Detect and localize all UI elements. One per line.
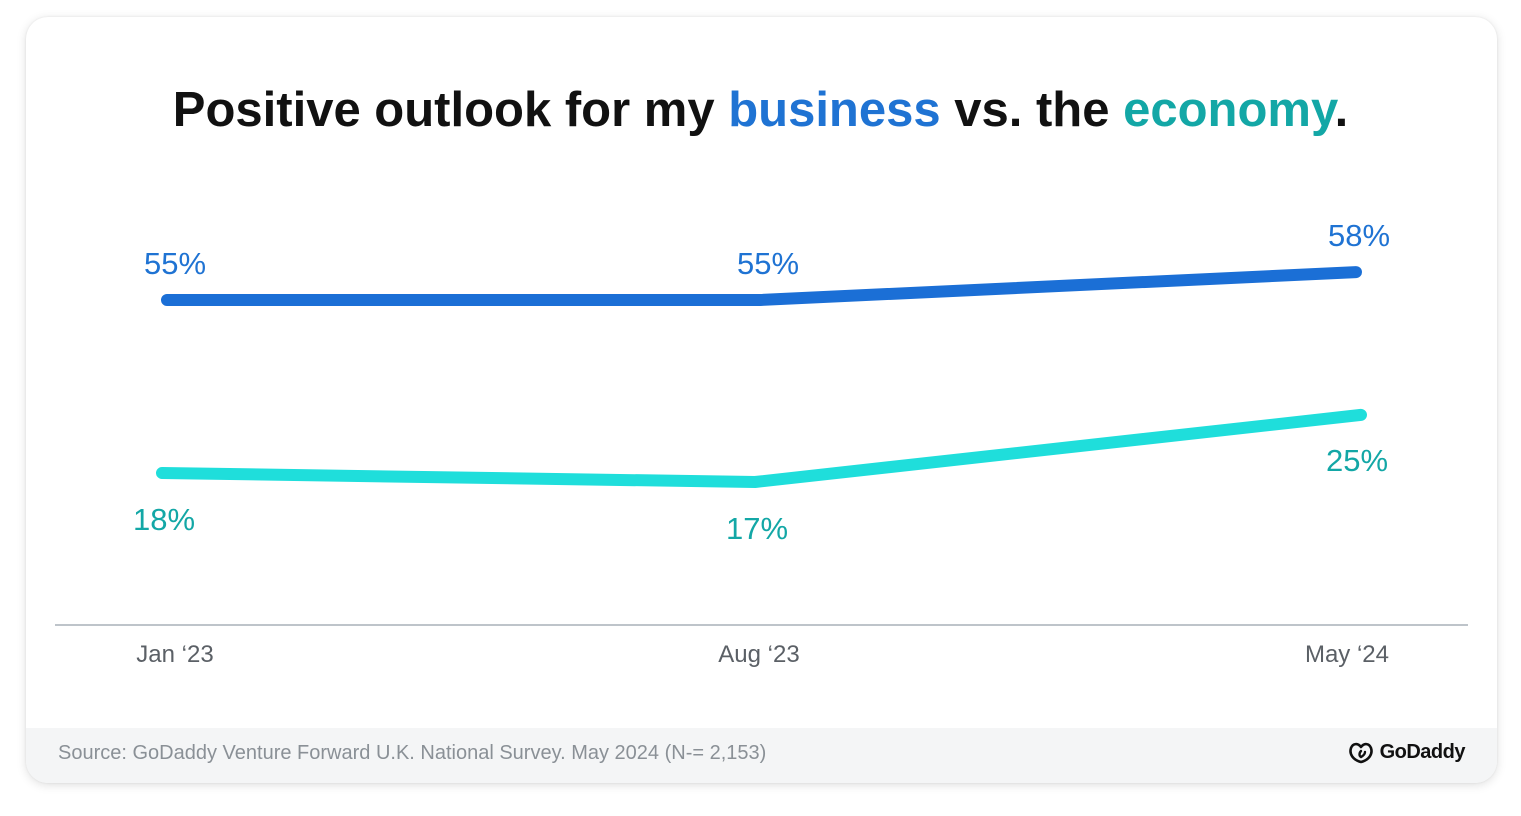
title-economy: economy bbox=[1123, 83, 1335, 137]
footer: Source: GoDaddy Venture Forward U.K. Nat… bbox=[26, 728, 1497, 783]
title-part-1: Positive outlook for my bbox=[172, 83, 729, 137]
source-note: Source: GoDaddy Venture Forward U.K. Nat… bbox=[58, 742, 767, 764]
data-label-business-0: 55% bbox=[144, 246, 206, 281]
x-tick-label-0: Jan ‘23 bbox=[136, 641, 213, 668]
chart-title: Positive outlook for my business vs. the… bbox=[0, 80, 1521, 140]
data-label-economy-0: 18% bbox=[133, 502, 195, 537]
chart-card bbox=[26, 17, 1497, 783]
series-line-economy bbox=[156, 408, 1367, 488]
data-label-business-2: 58% bbox=[1328, 218, 1390, 253]
title-part-3: . bbox=[1334, 83, 1349, 137]
data-label-business-1: 55% bbox=[737, 246, 799, 281]
data-label-economy-1: 17% bbox=[726, 511, 788, 546]
title-business: business bbox=[728, 83, 941, 137]
godaddy-logo: GoDaddy bbox=[1348, 741, 1466, 764]
logo-text: GoDaddy bbox=[1379, 741, 1466, 763]
godaddy-logo-icon bbox=[1348, 742, 1373, 763]
x-tick-label-2: May ‘24 bbox=[1305, 641, 1389, 668]
title-part-2: vs. the bbox=[940, 83, 1124, 137]
data-label-economy-2: 25% bbox=[1326, 443, 1388, 478]
series-line-business bbox=[161, 266, 1362, 306]
x-tick-label-1: Aug ‘23 bbox=[718, 641, 799, 668]
line-chart: 55% 55% 58% 18% 17% 25% Jan ‘23 Aug ‘23 May ‘24 bbox=[55, 218, 1468, 668]
